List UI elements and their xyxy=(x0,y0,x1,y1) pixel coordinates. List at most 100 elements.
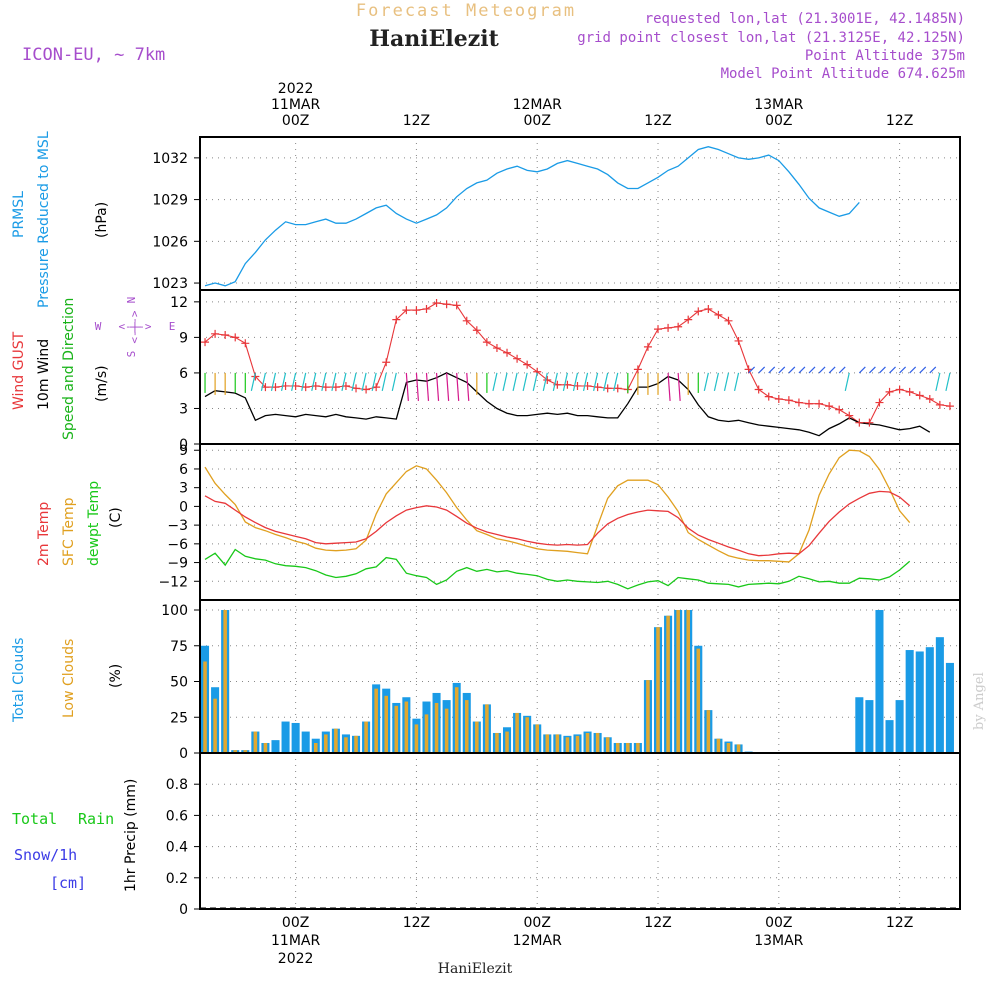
total-cloud-bar xyxy=(935,637,944,753)
wind-direction-arrow xyxy=(909,366,917,374)
total-cloud-bar xyxy=(855,697,864,753)
wind-direction-arrow xyxy=(768,366,776,374)
gust-marker xyxy=(815,399,824,408)
wind-direction-arrow xyxy=(552,372,558,392)
gust-marker xyxy=(603,384,612,393)
wind-label-gust: Wind GUST xyxy=(11,331,27,410)
panels: 1023102610291032036912−12−9−6−3036902550… xyxy=(152,136,961,918)
low-cloud-bar xyxy=(716,738,721,753)
low-cloud-bar xyxy=(726,742,731,753)
low-cloud-bar xyxy=(555,734,560,753)
wind-direction-arrow xyxy=(280,372,287,392)
wind-direction-arrow xyxy=(879,366,886,374)
bottom-time-axis: 00Z 11MAR 2022 12Z 00Z 12MAR 12Z 00Z 13MAR 12Z xyxy=(271,915,913,967)
wind-unit: (m/s) xyxy=(94,365,110,402)
panel-3-ytick-label: 0 xyxy=(179,746,188,762)
gust-marker xyxy=(915,391,924,400)
low-cloud-bar xyxy=(313,742,318,753)
wind-label-dir: Speed and Direction xyxy=(61,298,77,440)
gust-marker xyxy=(643,342,652,351)
low-cloud-bar xyxy=(434,702,439,753)
wind-direction-arrow xyxy=(311,372,317,392)
compass-east: E xyxy=(169,320,176,333)
panel-4-ytick-label: 0 xyxy=(179,902,188,918)
gust-marker xyxy=(674,322,683,331)
wind-direction-arrow xyxy=(889,366,896,374)
cloud-label-low: Low Clouds xyxy=(61,639,77,718)
wind-direction-arrow xyxy=(270,372,277,392)
gust-marker xyxy=(694,307,703,316)
panel-3: 0 25 50 75 100 xyxy=(161,599,961,762)
low-cloud-bar xyxy=(515,712,519,753)
low-cloud-bar xyxy=(495,732,499,753)
gust-marker xyxy=(472,326,481,335)
gust-marker xyxy=(382,358,391,367)
low-cloud-bar xyxy=(676,610,680,753)
low-cloud-bar xyxy=(605,737,610,753)
wind-direction-arrow xyxy=(331,372,337,392)
low-cloud-bar xyxy=(656,627,660,753)
wind-direction-arrow xyxy=(798,366,806,374)
low-cloud-bar xyxy=(233,750,238,753)
compass-arrow-vertical: <-|-> xyxy=(128,310,141,343)
gust-marker xyxy=(362,385,371,394)
low-cloud-bar xyxy=(626,742,630,753)
wind-side-labels: Wind GUST 10m Wind Speed and Direction (… xyxy=(11,297,175,440)
bottom-time-label: 12MAR xyxy=(513,933,562,949)
panel-1-frame xyxy=(199,289,961,445)
gust-marker xyxy=(482,338,491,347)
gust-marker xyxy=(422,304,431,313)
gust-marker xyxy=(805,399,814,408)
gust-marker xyxy=(462,316,471,325)
gust-marker xyxy=(352,384,361,393)
wind-direction-arrow xyxy=(828,366,836,374)
gust-marker xyxy=(492,344,501,353)
panel-1-ytick-label: 3 xyxy=(179,401,188,417)
panel-3-ytick-label: 75 xyxy=(170,639,188,655)
low-cloud-bar xyxy=(394,705,399,753)
header-title: Forecast Meteogram xyxy=(356,1,576,21)
watermark: by Angel xyxy=(972,672,987,730)
panel-3-ytick-label: 50 xyxy=(170,675,188,691)
wind-direction-arrow xyxy=(733,372,740,392)
wind-direction-arrow xyxy=(562,372,569,392)
panel-1-ytick-label: 9 xyxy=(179,330,188,346)
compass-arrow-horizontal: <-|-> xyxy=(118,320,151,333)
panel-4-ytick-label: 0.4 xyxy=(166,840,188,856)
wind-direction-arrow xyxy=(502,372,508,392)
wind-direction-arrow xyxy=(301,372,307,392)
header-model-altitude: Model Point Altitude 674.625m xyxy=(721,66,965,82)
gust-marker xyxy=(513,354,522,363)
bottom-time-label: 2022 xyxy=(278,951,314,967)
temp-side-labels: 2m Temp SFC Temp dewpt Temp (C) xyxy=(36,481,124,566)
compass-south: S xyxy=(125,351,138,358)
low-cloud-bar xyxy=(374,688,378,753)
pressure-label-prmsl: PRMSL xyxy=(11,191,27,238)
gust-marker xyxy=(845,411,854,420)
low-cloud-bar xyxy=(595,732,600,753)
total-cloud-bar xyxy=(271,740,280,753)
wind-direction-arrow xyxy=(542,372,548,392)
low-cloud-bar xyxy=(585,732,590,753)
wind-direction-arrow xyxy=(703,372,709,392)
precip-axis-label: 1hr Precip (mm) xyxy=(123,779,139,892)
temp-label-sfc: SFC Temp xyxy=(61,497,77,566)
gust-marker xyxy=(704,304,713,313)
gust-marker xyxy=(835,405,844,414)
wind-direction-arrow xyxy=(321,372,327,392)
wind-direction-arrow xyxy=(425,372,430,401)
footer-location: HaniElezit xyxy=(438,961,513,977)
dewpt-line xyxy=(204,548,911,590)
low-cloud-bar xyxy=(686,610,690,753)
panel-2-frame xyxy=(199,443,961,601)
low-cloud-bar xyxy=(666,615,670,753)
wind-direction-arrow xyxy=(456,372,460,401)
wind-direction-arrow xyxy=(291,372,297,392)
header-location: HaniElezit xyxy=(369,26,499,52)
panel-2-ytick-label: 6 xyxy=(179,462,188,478)
gust-marker xyxy=(412,306,421,315)
gust-marker xyxy=(211,329,220,338)
wind-direction-arrow xyxy=(899,366,907,374)
wind-line xyxy=(204,372,931,437)
gust-marker xyxy=(724,316,733,325)
